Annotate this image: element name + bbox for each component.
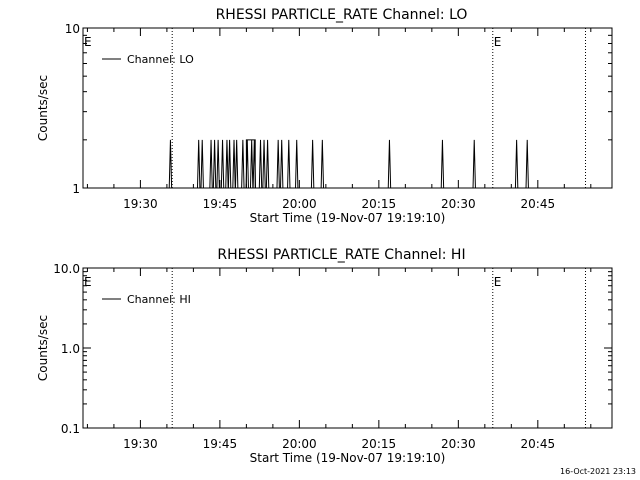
data-spike bbox=[196, 139, 201, 189]
y-tick-label: 1 bbox=[72, 182, 80, 196]
data-spike bbox=[265, 139, 270, 189]
x-tick-label: 20:30 bbox=[441, 197, 476, 211]
y-axis-label: Counts/sec bbox=[36, 315, 50, 381]
data-spike bbox=[287, 139, 291, 189]
legend-label: Channel: HI bbox=[127, 293, 191, 306]
data-spike bbox=[216, 139, 220, 189]
data-spike bbox=[295, 139, 299, 189]
data-spike bbox=[440, 139, 445, 189]
x-tick-label: 20:15 bbox=[362, 437, 397, 451]
y-tick-label: 0.1 bbox=[61, 422, 80, 436]
x-tick-label: 20:45 bbox=[521, 197, 556, 211]
plot-frame bbox=[82, 267, 613, 429]
event-marker-label: E bbox=[494, 35, 502, 49]
data-spike bbox=[525, 139, 529, 189]
chart-title: RHESSI PARTICLE_RATE Channel: LO bbox=[216, 7, 468, 23]
data-spike bbox=[387, 139, 392, 189]
data-spike bbox=[320, 139, 325, 189]
data-spike bbox=[262, 139, 266, 189]
data-spike bbox=[232, 139, 236, 189]
data-spike bbox=[310, 139, 315, 189]
start-marker-label: E bbox=[84, 35, 92, 49]
data-spike bbox=[258, 139, 263, 189]
x-tick-label: 20:30 bbox=[441, 437, 476, 451]
x-tick-label: 19:45 bbox=[203, 437, 238, 451]
legend-label: Channel: LO bbox=[127, 53, 194, 66]
data-spike bbox=[200, 139, 204, 189]
data-spike bbox=[212, 139, 217, 189]
x-tick-label: 20:00 bbox=[282, 437, 317, 451]
x-axis-label: Start Time (19-Nov-07 19:19:10) bbox=[250, 451, 446, 465]
data-spike bbox=[227, 139, 232, 189]
chart-panel-2: RHESSI PARTICLE_RATE Channel: HI Start Ti… bbox=[36, 247, 613, 465]
data-spike bbox=[220, 139, 225, 189]
data-spike bbox=[472, 139, 476, 189]
y-tick-label: 1.0 bbox=[61, 342, 80, 356]
data-spike bbox=[514, 139, 519, 189]
x-tick-label: 20:15 bbox=[362, 197, 397, 211]
start-marker-label: E bbox=[84, 275, 92, 289]
x-tick-label: 19:30 bbox=[123, 197, 158, 211]
x-tick-label: 20:00 bbox=[282, 197, 317, 211]
plot-frame bbox=[82, 27, 613, 189]
y-tick-label: 10.0 bbox=[53, 262, 80, 276]
chart-panel-1: RHESSI PARTICLE_RATE Channel: LO Start Ti… bbox=[36, 7, 613, 225]
data-spike bbox=[280, 139, 284, 189]
data-spike bbox=[276, 139, 280, 189]
x-axis-label: Start Time (19-Nov-07 19:19:10) bbox=[250, 211, 446, 225]
x-tick-label: 19:45 bbox=[203, 197, 238, 211]
y-tick-label: 10 bbox=[65, 22, 80, 36]
data-spike bbox=[241, 139, 245, 189]
data-spike bbox=[168, 139, 173, 189]
data-spike bbox=[234, 139, 239, 189]
data-spike bbox=[225, 139, 229, 189]
footer-timestamp: 16-Oct-2021 23:13 bbox=[560, 467, 636, 476]
data-spike bbox=[249, 139, 254, 189]
x-tick-label: 19:30 bbox=[123, 437, 158, 451]
x-tick-label: 20:45 bbox=[521, 437, 556, 451]
event-marker-label: E bbox=[494, 275, 502, 289]
y-axis-label: Counts/sec bbox=[36, 75, 50, 141]
chart-title: RHESSI PARTICLE_RATE Channel: HI bbox=[217, 247, 465, 263]
data-spike bbox=[209, 139, 213, 189]
data-plateau bbox=[245, 139, 256, 188]
